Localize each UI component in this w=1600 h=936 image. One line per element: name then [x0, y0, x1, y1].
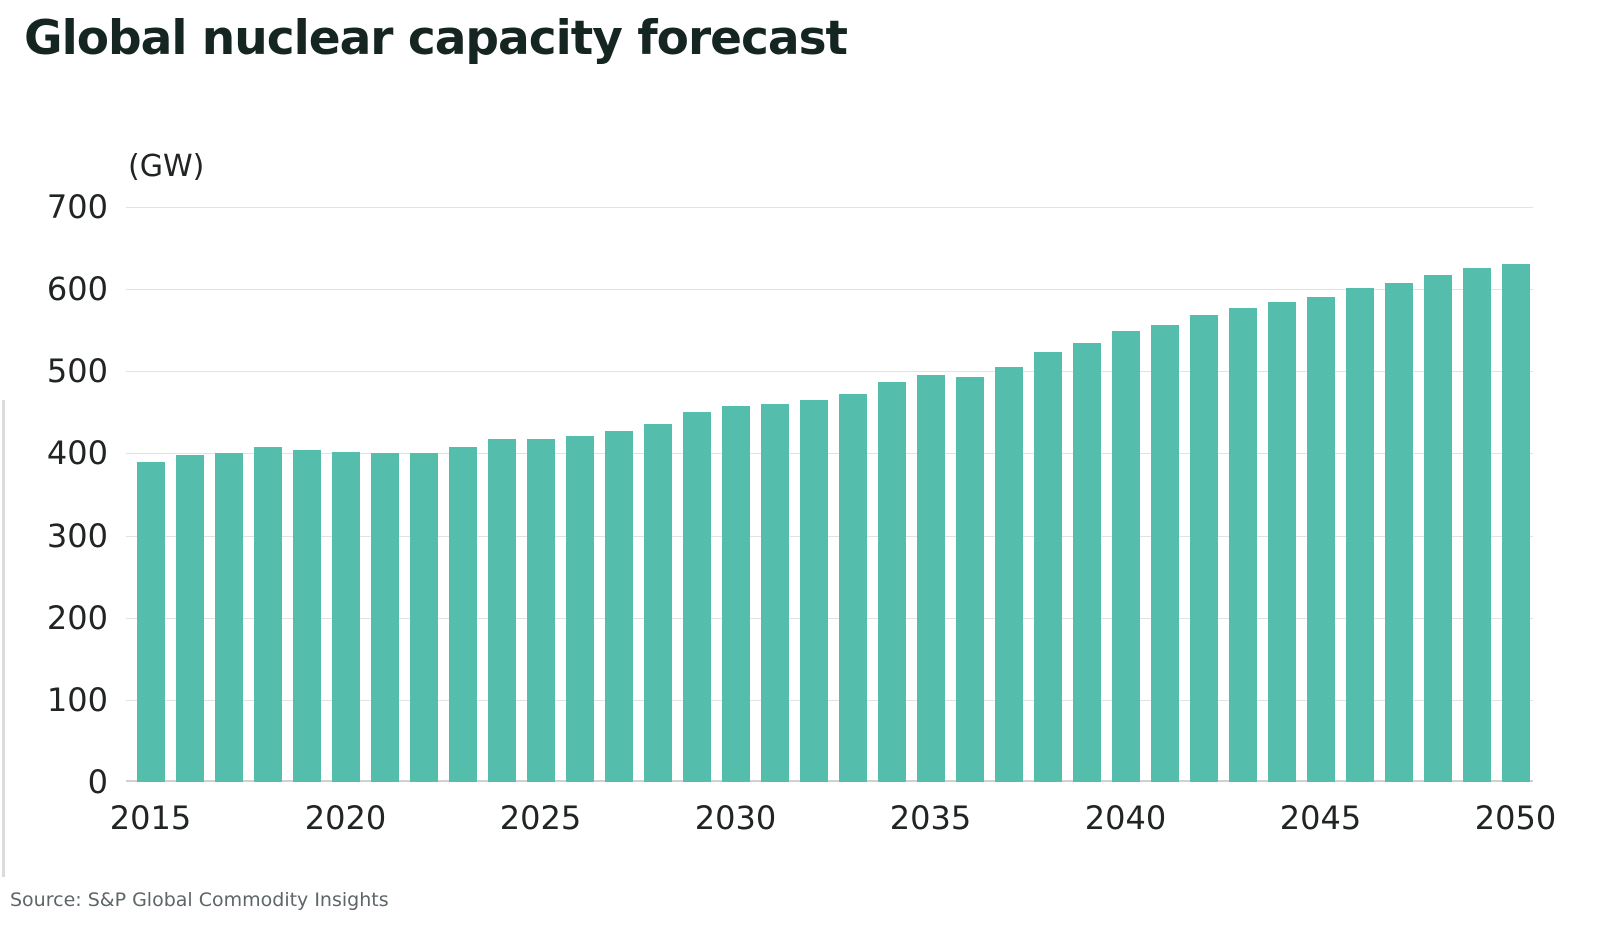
x-tick-label: 2035 [889, 799, 972, 837]
bar-2027 [604, 431, 633, 782]
y-tick-label: 0 [87, 763, 108, 801]
bar-2039 [1072, 343, 1101, 782]
bar-2025 [526, 439, 555, 782]
x-axis-baseline [126, 780, 1533, 782]
x-tick-label: 2020 [304, 799, 387, 837]
bar-2016 [175, 455, 204, 782]
bar-2035 [916, 375, 945, 782]
bar-2024 [487, 438, 516, 782]
bar-2028 [643, 423, 672, 782]
x-tick-label: 2040 [1084, 799, 1167, 837]
gridline [126, 371, 1533, 373]
x-axis-tick-labels: 2015 2020 2025 2030 2035 2040 2045 2050 [110, 799, 1556, 842]
bar-2048 [1423, 275, 1452, 782]
bar-2018 [253, 446, 282, 782]
bar-2042 [1189, 314, 1218, 782]
bar-2015 [136, 461, 165, 782]
bar-2017 [214, 453, 243, 782]
bar-2034 [877, 381, 906, 782]
source-attribution: Source: S&P Global Commodity Insights [10, 889, 389, 911]
x-tick-label: 2030 [694, 799, 777, 837]
bar-2022 [409, 452, 438, 782]
bar-2049 [1462, 267, 1491, 782]
bar-2031 [760, 404, 789, 782]
gridline [126, 453, 1533, 455]
y-tick-label: 200 [46, 598, 108, 637]
left-edge-line [2, 400, 5, 877]
gridline [126, 699, 1533, 701]
bar-2023 [448, 446, 477, 782]
bar-2026 [565, 436, 594, 782]
bar-2050 [1501, 263, 1530, 782]
bar-2033 [838, 394, 867, 782]
y-tick-label: 300 [46, 516, 108, 555]
x-tick-label: 2050 [1474, 799, 1557, 837]
bar-2040 [1111, 331, 1140, 782]
plot-area [126, 207, 1533, 782]
bar-2043 [1228, 308, 1257, 782]
bar-2021 [370, 453, 399, 782]
y-tick-label: 100 [46, 680, 108, 719]
gridline [126, 617, 1533, 619]
y-tick-label: 500 [46, 352, 108, 391]
bar-2038 [1033, 352, 1062, 782]
gridline [126, 207, 1533, 208]
gridline [126, 535, 1533, 537]
y-axis-tick-labels: 700 600 500 400 300 200 100 0 [0, 191, 108, 798]
x-tick-label: 2015 [109, 799, 192, 837]
bar-2046 [1345, 288, 1374, 782]
y-axis-unit-label: (GW) [128, 149, 205, 184]
bar-2045 [1306, 297, 1335, 782]
bar-2047 [1384, 283, 1413, 782]
x-tick-label: 2025 [499, 799, 582, 837]
chart-title: Global nuclear capacity forecast [24, 11, 848, 66]
bar-2032 [799, 400, 828, 782]
bar-2044 [1267, 302, 1296, 782]
x-tick-label: 2045 [1279, 799, 1362, 837]
bar-2037 [994, 367, 1023, 782]
bar-2020 [331, 451, 360, 782]
gridline [126, 289, 1533, 291]
y-tick-label: 600 [46, 270, 108, 309]
bar-2036 [955, 377, 984, 782]
bar-2029 [682, 412, 711, 782]
y-tick-label: 700 [46, 188, 108, 226]
bar-2019 [292, 450, 321, 782]
y-tick-label: 400 [46, 434, 108, 473]
bar-2041 [1150, 325, 1179, 782]
bar-2030 [721, 405, 750, 782]
